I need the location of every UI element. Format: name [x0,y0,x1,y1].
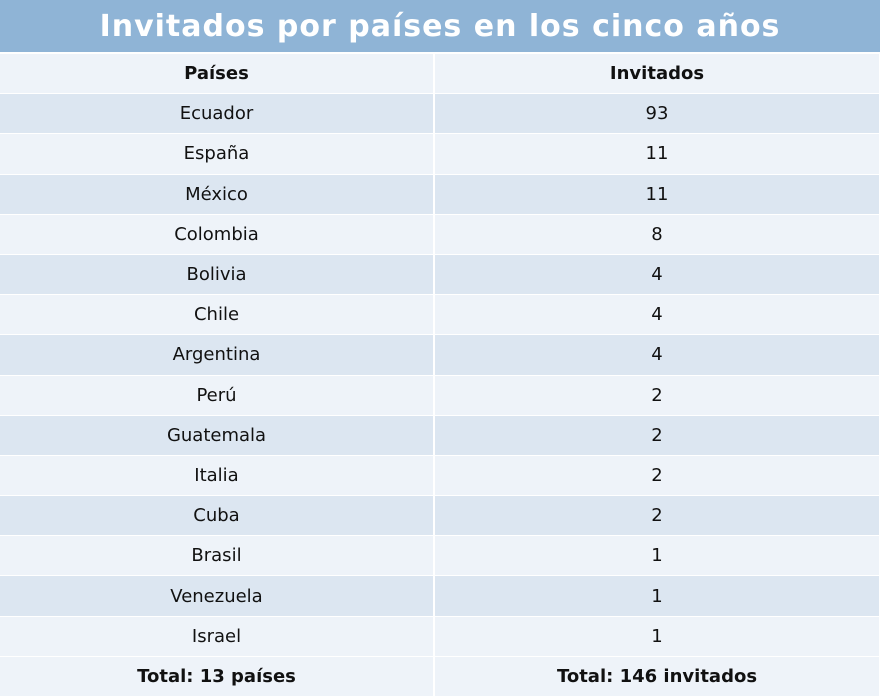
table-row: Colombia 8 [0,214,881,255]
cell-invitados: 8 [434,214,881,255]
cell-pais: Italia [0,455,435,497]
cell-invitados: 1 [434,535,881,577]
cell-invitados: 93 [434,93,881,135]
cell-pais: Bolivia [0,254,435,296]
cell-invitados: 11 [434,174,881,215]
table-row: Venezuela 1 [0,575,881,617]
cell-pais: España [0,133,435,175]
table-row: Israel 1 [0,616,881,657]
cell-pais: Brasil [0,535,435,577]
guests-table: Países Invitados Ecuador 93 España 11 México… [0,54,881,697]
table-row: Bolivia 4 [0,254,881,296]
table-row: Ecuador 93 [0,93,881,135]
table-row: Italia 2 [0,455,881,497]
cell-pais: México [0,174,435,215]
cell-invitados: 2 [434,455,881,497]
table-row: Brasil 1 [0,535,881,577]
cell-pais: Guatemala [0,415,435,456]
cell-invitados: 4 [434,294,881,336]
header-row: Países Invitados [0,54,881,95]
footer-total-invitados: Total: 146 invitados [434,656,881,697]
column-header-invitados: Invitados [434,54,881,95]
table-row: México 11 [0,174,881,215]
footer-row: Total: 13 países Total: 146 invitados [0,656,881,697]
cell-invitados: 2 [434,375,881,416]
table-row: Guatemala 2 [0,415,881,456]
cell-invitados: 4 [434,334,881,376]
table-body: Ecuador 93 España 11 México 11 Colombia 8 Bolivi… [0,93,881,657]
column-header-paises: Países [0,54,435,95]
cell-invitados: 1 [434,575,881,617]
cell-pais: Cuba [0,495,435,537]
cell-invitados: 4 [434,254,881,296]
cell-pais: Chile [0,294,435,336]
table-title: Invitados por países en los cinco años [0,0,880,54]
cell-invitados: 2 [434,415,881,456]
table-row: Perú 2 [0,375,881,416]
cell-pais: Israel [0,616,435,657]
table-row: Argentina 4 [0,334,881,376]
cell-pais: Perú [0,375,435,416]
cell-pais: Argentina [0,334,435,376]
footer-total-paises: Total: 13 países [0,656,435,697]
cell-pais: Ecuador [0,93,435,135]
table-row: Chile 4 [0,294,881,336]
cell-pais: Venezuela [0,575,435,617]
cell-invitados: 11 [434,133,881,175]
table-row: España 11 [0,133,881,175]
cell-pais: Colombia [0,214,435,255]
cell-invitados: 2 [434,495,881,537]
table-row: Cuba 2 [0,495,881,537]
cell-invitados: 1 [434,616,881,657]
